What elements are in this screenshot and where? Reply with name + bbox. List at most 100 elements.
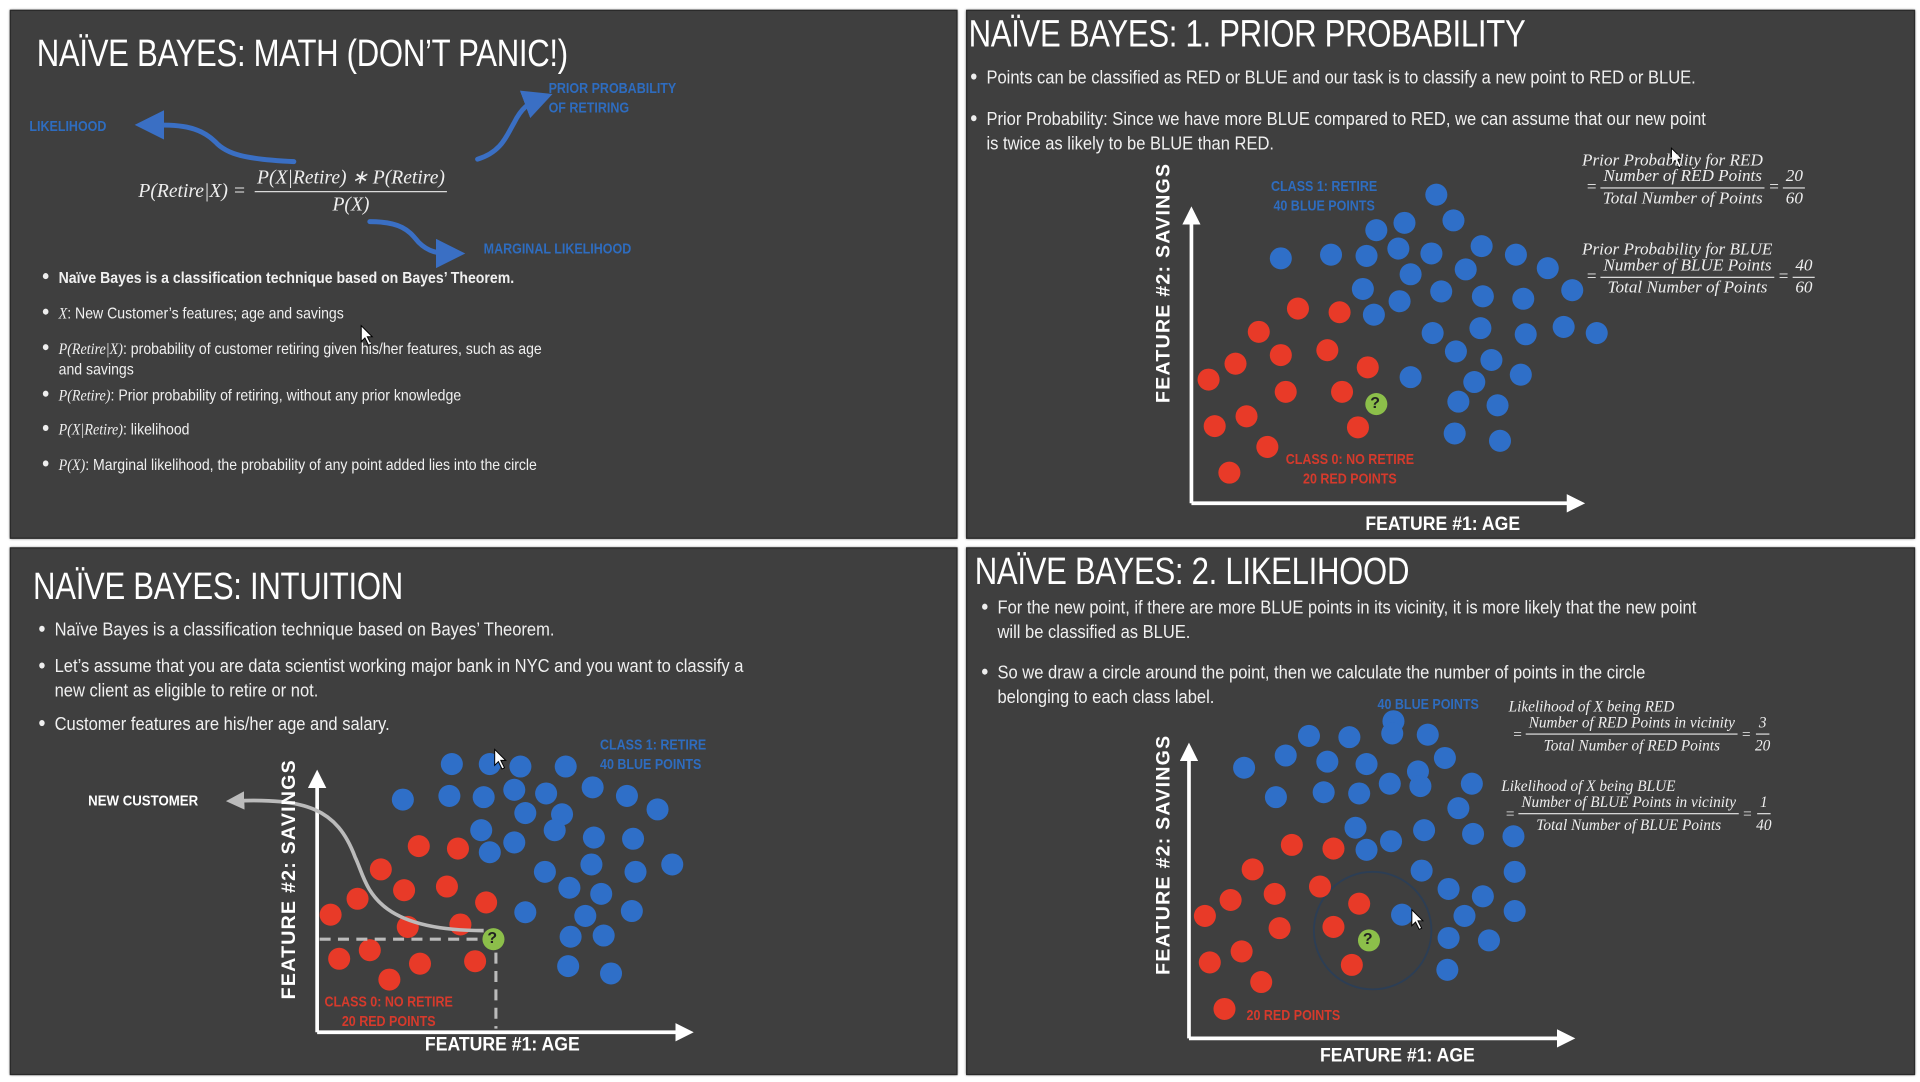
prior-blue-point xyxy=(1362,303,1385,326)
prior-blue-point xyxy=(1504,243,1527,266)
likelihood-label: LIKELIHOOD xyxy=(29,117,107,135)
intuition-red-point xyxy=(369,858,392,881)
prior-blue-point xyxy=(1421,322,1444,345)
prior-red-point xyxy=(1331,380,1354,403)
prior-class0-label: CLASS 0: NO RETIRE 20 RED POINTS xyxy=(1285,450,1415,488)
prior-blue-point xyxy=(1469,317,1492,340)
intuition-blue-point xyxy=(574,904,597,927)
prior-blue-point xyxy=(1447,390,1470,413)
math-bullet-5: P(X|Retire): likelihood xyxy=(42,420,190,441)
intuition-blue-point xyxy=(503,778,526,801)
likelihood-red-point xyxy=(1268,917,1291,940)
likelihood-blue-point xyxy=(1503,860,1526,883)
prior-label: PRIOR PROBABILITY OF RETIRING xyxy=(549,78,677,117)
likelihood-blue-point xyxy=(1348,782,1371,805)
intuition-blue-point xyxy=(661,853,684,876)
prior-blue-point xyxy=(1269,247,1292,270)
prior-red-point xyxy=(1316,339,1339,362)
intuition-blue-point xyxy=(592,924,615,947)
intuition-blue-point xyxy=(478,841,501,864)
likelihood-blue-point xyxy=(1233,756,1256,779)
likelihood-blue-point xyxy=(1355,838,1378,861)
intuition-red-point xyxy=(393,879,416,902)
prior-blue-formula: Prior Probability for BLUE = Number of BL… xyxy=(1582,241,1815,300)
likelihood-blue-point xyxy=(1437,877,1460,901)
prior-blue-point xyxy=(1443,422,1466,445)
intuition-x-axis-label: FEATURE #1: AGE xyxy=(424,1034,580,1056)
intuition-blue-point xyxy=(600,962,623,985)
prior-red-point xyxy=(1269,344,1292,367)
prior-blue-point xyxy=(1512,287,1535,310)
math-bullet-3: P(Retire|X): probability of customer ret… xyxy=(42,339,542,381)
intuition-red-point xyxy=(319,903,342,926)
intuition-red-point xyxy=(464,950,487,973)
likelihood-blue-point xyxy=(1378,772,1401,795)
likelihood-blue-point xyxy=(1264,786,1287,809)
prior-blue-point xyxy=(1536,257,1559,280)
likelihood-blue-point xyxy=(1380,830,1403,853)
likelihood-x-axis-label: FEATURE #1: AGE xyxy=(1320,1045,1475,1067)
intuition-blue-point xyxy=(646,798,669,821)
prior-new-point-label: ? xyxy=(1370,393,1380,412)
likelihood-blue-point xyxy=(1433,746,1456,769)
cursor-icon xyxy=(1670,146,1684,169)
intuition-class0-label: CLASS 0: NO RETIRE 20 RED POINTS xyxy=(324,993,453,1030)
prior-red-point xyxy=(1328,301,1351,324)
vicinity-circle xyxy=(1312,870,1433,991)
prior-label-line1: PRIOR PROBABILITY xyxy=(548,79,677,97)
likelihood-new-point-label: ? xyxy=(1362,929,1373,948)
likelihood-blue-point xyxy=(1312,781,1335,804)
intuition-blue-point xyxy=(615,784,638,807)
prior-blue-point xyxy=(1388,290,1411,313)
prior-blue-point xyxy=(1444,340,1467,363)
prior-blue-point xyxy=(1355,244,1378,267)
prior-blue-point xyxy=(1486,394,1509,417)
likelihood-blue-point xyxy=(1460,772,1483,795)
slide-math xyxy=(9,9,958,539)
prior-red-point xyxy=(1247,320,1270,343)
intuition-blue-point xyxy=(554,755,577,778)
likelihood-blue-point xyxy=(1437,926,1460,949)
likelihood-blue-point xyxy=(1297,724,1321,747)
prior-red-point xyxy=(1197,368,1220,391)
prior-blue-point xyxy=(1387,237,1410,260)
likelihood-blue-point xyxy=(1381,722,1404,745)
marginal-label: MARGINAL LIKELIHOOD xyxy=(483,240,632,258)
likelihood-blue-point xyxy=(1503,900,1526,923)
likelihood-red-point xyxy=(1340,953,1363,976)
prior-label-line2: OF RETIRING xyxy=(548,99,630,117)
prior-red-point xyxy=(1356,356,1379,379)
prior-class1-label: CLASS 1: RETIRE 40 BLUE POINTS xyxy=(1271,177,1378,215)
formula-numerator: P(X|Retire) ∗ P(Retire) xyxy=(254,165,448,193)
prior-red-point xyxy=(1203,415,1226,438)
prior-blue-point xyxy=(1488,429,1512,452)
intuition-blue-point xyxy=(440,753,463,776)
intuition-red-point xyxy=(328,947,351,970)
intuition-blue-point xyxy=(438,784,461,807)
cursor-icon xyxy=(360,324,374,346)
intuition-blue-point xyxy=(391,788,414,811)
likelihood-bullet-2: So we draw a circle around the point, th… xyxy=(982,661,1645,710)
prior-bullet-2: Prior Probability: Since we have more BL… xyxy=(971,108,1706,157)
prior-blue-point xyxy=(1399,263,1422,286)
intuition-blue-point xyxy=(535,782,558,805)
prior-red-point xyxy=(1256,435,1279,458)
likelihood-blue-point xyxy=(1502,825,1525,848)
intuition-blue-point xyxy=(503,831,526,854)
intuition-red-point xyxy=(407,835,430,858)
likelihood-title: NAÏVE BAYES: 2. LIKELIHOOD xyxy=(974,549,1410,593)
likelihood-blue-point xyxy=(1436,958,1459,981)
prior-blue-point xyxy=(1514,323,1537,346)
likelihood-red-point xyxy=(1230,940,1253,963)
likelihood-blue-point xyxy=(1355,753,1378,776)
math-bullet-2: X: New Customer’s features; age and savi… xyxy=(42,304,344,325)
intuition-blue-point xyxy=(514,901,537,924)
likelihood-blue-point xyxy=(1391,903,1414,926)
intuition-blue-point xyxy=(620,900,643,923)
intuition-blue-point xyxy=(472,786,495,809)
prior-blue-point xyxy=(1442,209,1465,232)
likelihood-blue-point xyxy=(1316,750,1339,773)
intuition-bullet-1: Naïve Bayes is a classification techniqu… xyxy=(39,618,554,642)
likelihood-red-point xyxy=(1250,971,1273,994)
